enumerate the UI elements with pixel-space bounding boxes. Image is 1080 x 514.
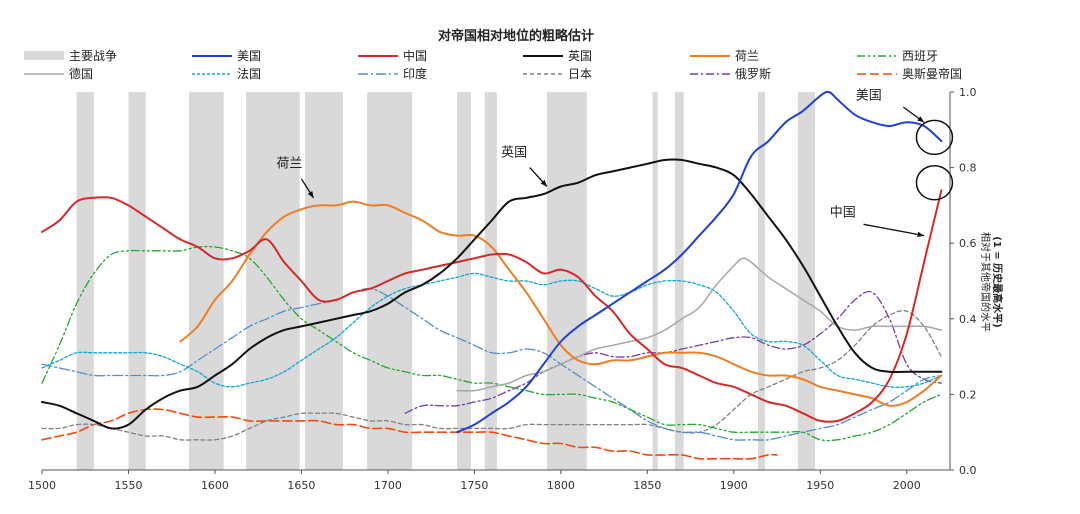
series-line-e4bf84e7bd97e696af [404,290,943,414]
x-tick-label-4: 1700 [374,479,402,492]
war-band-11 [758,92,765,470]
war-band-6 [457,92,471,470]
war-band-12 [797,92,816,470]
war-band-0 [76,92,94,470]
chart-title: 对帝国相对地位的粗略估计 [438,28,594,44]
legend-label-e4b8ade59bbd: 中国 [403,48,427,63]
y-axis-sublabel: (1 = 历史最高水平) [991,236,1004,327]
x-tick-label-6: 1800 [547,479,575,492]
x-tick-label-3: 1650 [287,479,315,492]
series-line-e4b8ade59bbd [41,189,943,423]
y-tick-label-1: 0.2 [959,388,977,401]
war-band-2 [189,92,224,470]
legend-swatch-war [24,51,64,60]
legend-label-e58db0e5baa6: 印度 [403,66,427,81]
series-line-e58db0e5baa6 [41,287,943,441]
x-tick-label-0: 1500 [28,479,56,492]
war-band-7 [484,92,497,470]
x-tick-label-5: 1750 [460,479,488,492]
x-tick-label-10: 2000 [893,479,921,492]
legend-label-e7be8ee59bbd: 美国 [237,49,261,63]
legend-label-e5a5a5e696afe69bbce5b89de59bbd: 奥斯曼帝国 [902,66,962,81]
series-line-e5a5a5e696afe69bbce5b89de59bbd [41,408,778,460]
war-band-4 [304,92,343,470]
legend-label-e6b395e59bbd: 法国 [237,67,261,81]
annotation-arrow-uk [529,167,548,187]
annotation-e88db7e585b0: 荷兰 [276,157,302,172]
x-ticks: 1500 1550 1600 1650 1700 1750 1800 1850 1900 1950… [28,470,921,492]
y-ticks: 0.0 0.2 0.4 0.6 0.8 1.0 [950,86,977,477]
series-line-e88bb1e59bbd [41,158,943,430]
x-tick-label-8: 1900 [720,479,748,492]
legend-label-war: 主要战争 [69,49,117,63]
legend-label-e697a5e69cac: 日本 [568,67,592,81]
x-tick-label-7: 1850 [633,479,661,492]
y-tick-label-2: 0.4 [959,313,977,326]
y-axis-label-group: 相对于其他帝国的水平 (1 = 历史最高水平) [979,232,1004,332]
series-line-e5beb7e59bbd [456,257,943,392]
y-tick-label-5: 1.0 [959,86,977,99]
annotation-e4b8ade59bbd: 中国 [830,206,856,221]
annotation-arrow-cn [863,223,925,238]
y-tick-label-4: 0.8 [959,162,977,175]
legend-label-e88db7e585b0: 荷兰 [735,49,759,63]
highlight-circle-us [915,119,954,156]
legend-label-e5beb7e59bbd: 德国 [69,66,93,81]
war-band-9 [652,92,658,470]
x-tick-label-2: 1600 [201,479,229,492]
annotation-e88bb1e59bbd: 英国 [501,145,527,160]
series-lines [41,90,943,460]
war-bands [76,92,816,470]
series-line-e7be8ee59bbd [456,90,943,434]
series-line-e88db7e585b0 [179,200,943,407]
x-tick-label-9: 1950 [806,479,834,492]
y-tick-label-0: 0.0 [959,464,977,477]
annotation-e7be8ee59bbd: 美国 [856,89,882,104]
highlight-circle-cn [915,164,954,201]
legend-label-e8a5bfe78fade78999: 西班牙 [902,49,938,63]
annotation-arrow-nl [300,178,315,199]
x-tick-label-1: 1550 [114,479,142,492]
series-line-e8a5bfe78fade78999 [41,245,943,442]
y-tick-label-3: 0.6 [959,237,977,250]
war-band-3 [246,92,300,470]
legend-label-e4bf84e7bd97e696af: 俄罗斯 [735,67,771,81]
annotation-arrow-us [902,106,925,123]
legend-label-e88bb1e59bbd: 英国 [568,49,592,63]
series-line-e6b395e59bbd [41,272,943,388]
series-line-e697a5e69cac [41,310,943,441]
y-axis-label: 相对于其他帝国的水平 [979,232,992,332]
